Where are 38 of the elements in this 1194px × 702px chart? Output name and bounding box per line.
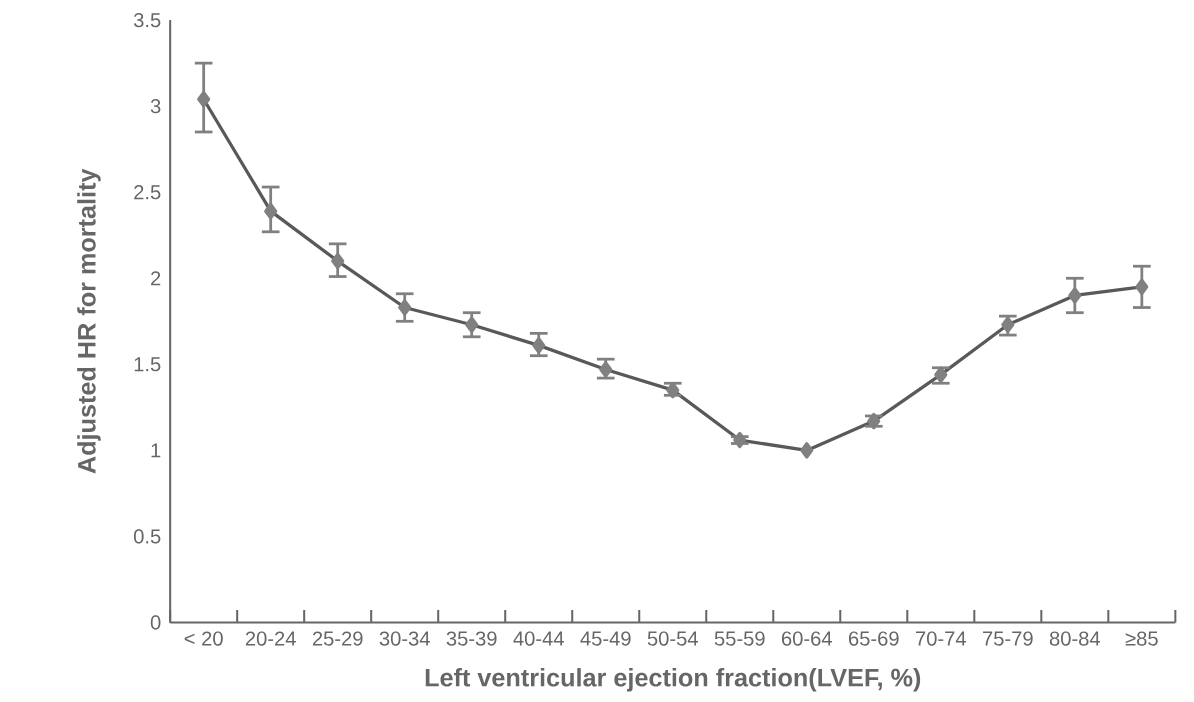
x-tick-label: 20-24 bbox=[245, 631, 296, 646]
y-axis-title: Adjusted HR for mortality bbox=[77, 168, 101, 474]
point bbox=[733, 431, 747, 449]
y-tick-label: 2 bbox=[151, 271, 161, 286]
point bbox=[532, 337, 546, 354]
point bbox=[331, 252, 345, 270]
point bbox=[934, 366, 948, 383]
x-tick-label: 30-34 bbox=[379, 631, 430, 646]
x-tick-label: ≥85 bbox=[1125, 631, 1158, 646]
x-tick-label: 65-69 bbox=[849, 631, 899, 646]
point bbox=[666, 381, 680, 399]
x-tick-label: 40-44 bbox=[513, 631, 564, 646]
y-tick-label: 3.5 bbox=[133, 12, 161, 28]
x-tick-label: 45-49 bbox=[580, 631, 631, 646]
point bbox=[800, 442, 814, 459]
x-tick-label: 25-29 bbox=[312, 631, 363, 646]
x-tick-label: 80-84 bbox=[1049, 631, 1101, 646]
point bbox=[1135, 278, 1149, 295]
x-tick-label: < 20 bbox=[184, 631, 223, 646]
y-tick-label: 3 bbox=[150, 98, 161, 114]
point bbox=[398, 299, 412, 316]
y-tick-label: 0 bbox=[150, 615, 161, 630]
point bbox=[1068, 287, 1082, 304]
y-tick-label: 1.5 bbox=[134, 357, 161, 372]
x-tick-label: 75-79 bbox=[983, 631, 1033, 646]
x-tick-label: 70-74 bbox=[916, 631, 967, 646]
x-tick-label: 60-64 bbox=[781, 631, 832, 646]
y-tick-label: 1 bbox=[151, 443, 161, 458]
x-tick-label: 35-39 bbox=[446, 631, 497, 646]
point bbox=[465, 316, 479, 333]
y-tick-label: 2.5 bbox=[134, 184, 161, 200]
point bbox=[264, 202, 278, 220]
x-tick-label: 55-59 bbox=[714, 631, 765, 646]
point bbox=[867, 412, 881, 430]
point bbox=[197, 90, 211, 108]
x-tick-label: 50-54 bbox=[647, 631, 698, 646]
y-tick-label: 0.5 bbox=[133, 529, 161, 544]
x-axis-title: Left ventricular ejection fraction(LVEF, %) bbox=[425, 667, 921, 692]
